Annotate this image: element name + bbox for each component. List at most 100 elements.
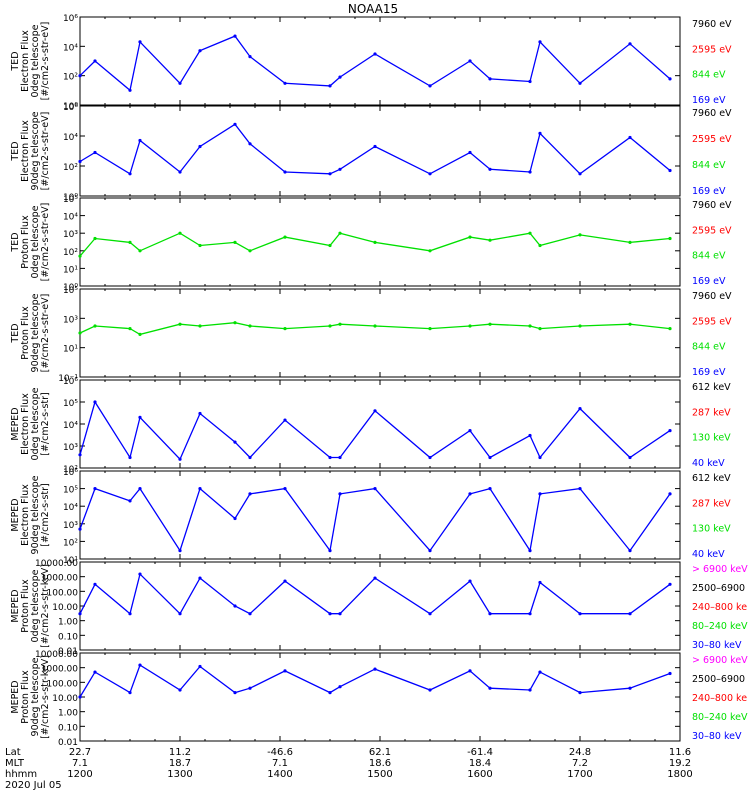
data-point [128, 172, 132, 176]
y-tick-label: 10⁶ [63, 468, 78, 478]
data-point [198, 487, 202, 491]
y-axis-label: MEPED Proton Flux 0deg telescope [#/cm2-s-s… [10, 564, 51, 648]
data-point [668, 77, 672, 81]
y-tick-label: 10000.00 [35, 559, 78, 569]
data-point [93, 59, 97, 63]
data-point [248, 612, 252, 616]
data-point [468, 669, 472, 673]
y-tick-label: 10.00 [52, 694, 78, 704]
data-point [233, 321, 237, 325]
data-point [488, 686, 492, 690]
data-point [198, 324, 202, 328]
data-point [528, 612, 532, 616]
data-point [93, 236, 97, 241]
y-tick-label: 10000.00 [35, 650, 78, 660]
y-tick-label: 10³ [63, 315, 78, 325]
legend-entry: 844 eV [692, 70, 726, 81]
data-point [178, 688, 182, 692]
data-point [578, 81, 582, 85]
data-point [538, 455, 542, 460]
y-axis-label-line: [#/cm2-s-str-keV] [40, 564, 51, 648]
data-point [428, 249, 432, 253]
y-axis-label-line: Proton Flux [20, 579, 31, 633]
series-line [79, 35, 671, 92]
data-point [198, 411, 202, 416]
data-point [178, 457, 182, 461]
data-point [538, 131, 542, 135]
data-point [78, 527, 82, 531]
legend-entry: 130 keV [692, 524, 731, 535]
data-point [428, 612, 432, 616]
y-tick-label: 10⁰ [63, 193, 78, 203]
y-axis-label: MEPED Electron Flux 0deg telescope [#/cm2-s… [10, 387, 51, 460]
y-tick-label: 10⁶ [63, 377, 78, 387]
y-tick-label: 10⁵ [63, 195, 78, 205]
data-point [248, 324, 252, 328]
data-point [628, 455, 632, 460]
data-point [578, 612, 582, 616]
y-tick-label: 1.00 [58, 618, 78, 628]
data-point [488, 322, 492, 326]
data-point [428, 84, 432, 88]
panel-frame [79, 105, 681, 197]
data-point [128, 455, 132, 460]
data-point [138, 663, 142, 667]
legend-entry: > 6900 keV [692, 564, 748, 575]
data-point [328, 549, 332, 553]
data-point [528, 324, 532, 328]
data-point [128, 88, 132, 92]
y-axis-label: TED Proton Flux 0deg telescope [#/cm2-s-str… [10, 203, 51, 282]
data-point [668, 492, 672, 496]
data-point [248, 455, 252, 460]
legend-entry: 240–800 ke [692, 693, 747, 704]
y-tick-label: 10² [63, 538, 78, 548]
data-point [428, 172, 432, 176]
legend-entry: > 6900 keV [692, 655, 748, 666]
data-point [488, 77, 492, 81]
y-axis-label: MEPED Proton Flux 90deg telescope [#/cm2-s-… [10, 655, 51, 739]
data-point [373, 240, 377, 244]
footer-hhmm-value: 1500 [367, 769, 392, 780]
data-point [178, 170, 182, 174]
data-point [338, 167, 342, 171]
data-point [538, 670, 542, 674]
panel-ted-proton-90deg: 10⁻¹ 10¹ 10³ 10⁵ TED Proton Flux 90deg telesco… [10, 286, 732, 384]
data-point [468, 429, 472, 433]
panel-meped-electron-90deg: 10¹ 10² 10³ 10⁴ 10⁵ 10⁶ MEPED Electron Flux 90de… [10, 468, 731, 566]
legend-entry: 169 eV [692, 367, 726, 378]
y-axis-label-line: 90deg telescope [30, 657, 41, 736]
data-point [198, 49, 202, 53]
data-point [528, 688, 532, 692]
data-point [233, 604, 237, 608]
y-tick-label: 10⁴ [63, 133, 78, 143]
y-tick-label: 100.00 [47, 679, 79, 689]
data-point [328, 84, 332, 88]
data-point [328, 172, 332, 176]
footer-hhmm-value: 1600 [467, 769, 492, 780]
data-point [178, 81, 182, 85]
panel-frame [79, 652, 681, 742]
data-point [538, 580, 542, 585]
data-point [538, 243, 542, 248]
data-point [628, 42, 632, 46]
data-point [373, 52, 377, 56]
data-point [468, 59, 472, 63]
y-tick-label: 0.01 [58, 647, 78, 657]
footer-mlt-value: 18.7 [169, 758, 191, 769]
data-point [328, 691, 332, 695]
data-point [283, 235, 287, 239]
legend-entry: 80–240 keV [692, 712, 748, 723]
legend-entry: 40 keV [692, 458, 725, 469]
y-tick-label: 10¹ [63, 265, 78, 275]
data-point [338, 75, 342, 79]
y-axis-label: MEPED Electron Flux 90deg telescope [#/cm2-… [10, 475, 51, 554]
footer-hhmm-value: 1200 [67, 769, 92, 780]
data-point [528, 433, 532, 438]
legend-entry: 2500–6900 [692, 583, 745, 594]
data-point [328, 324, 332, 328]
y-tick-label: 0.01 [58, 738, 78, 748]
data-point [373, 667, 377, 671]
y-tick-label: 0.10 [58, 632, 78, 642]
